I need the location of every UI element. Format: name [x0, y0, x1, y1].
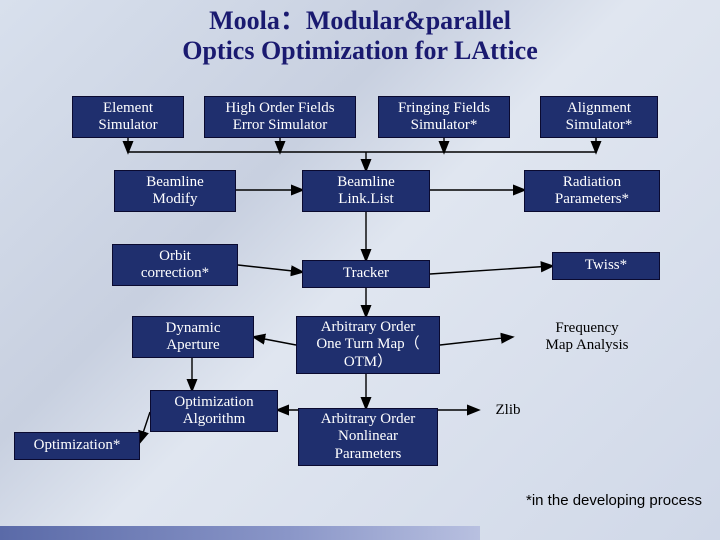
- node-optimization: Optimization*: [14, 432, 140, 460]
- footer-bar: [0, 526, 480, 540]
- node-tracker: Tracker: [302, 260, 430, 288]
- node-otm: Arbitrary OrderOne Turn Map（OTM）: [296, 316, 440, 374]
- node-nonlin: Arbitrary OrderNonlinearParameters: [298, 408, 438, 466]
- label-fma: FrequencyMap Analysis: [512, 320, 662, 355]
- node-beam_linklist: BeamlineLink.List: [302, 170, 430, 212]
- page-title: Moola：Modular&parallel Optics Optimizati…: [0, 0, 720, 66]
- title-line2: Optics Optimization for LAttice: [0, 36, 720, 66]
- node-align_sim: AlignmentSimulator*: [540, 96, 658, 138]
- node-radiation: RadiationParameters*: [524, 170, 660, 212]
- node-opt_algo: OptimizationAlgorithm: [150, 390, 278, 432]
- node-hof_sim: High Order FieldsError Simulator: [204, 96, 356, 138]
- node-twiss: Twiss*: [552, 252, 660, 280]
- title-line1: Moola：Modular&parallel: [0, 6, 720, 36]
- label-zlib: Zlib: [478, 402, 538, 419]
- node-orbit: Orbitcorrection*: [112, 244, 238, 286]
- node-element_sim: ElementSimulator: [72, 96, 184, 138]
- node-fringe_sim: Fringing FieldsSimulator*: [378, 96, 510, 138]
- node-beam_modify: BeamlineModify: [114, 170, 236, 212]
- node-dyn_aperture: DynamicAperture: [132, 316, 254, 358]
- footnote: *in the developing process: [526, 492, 702, 509]
